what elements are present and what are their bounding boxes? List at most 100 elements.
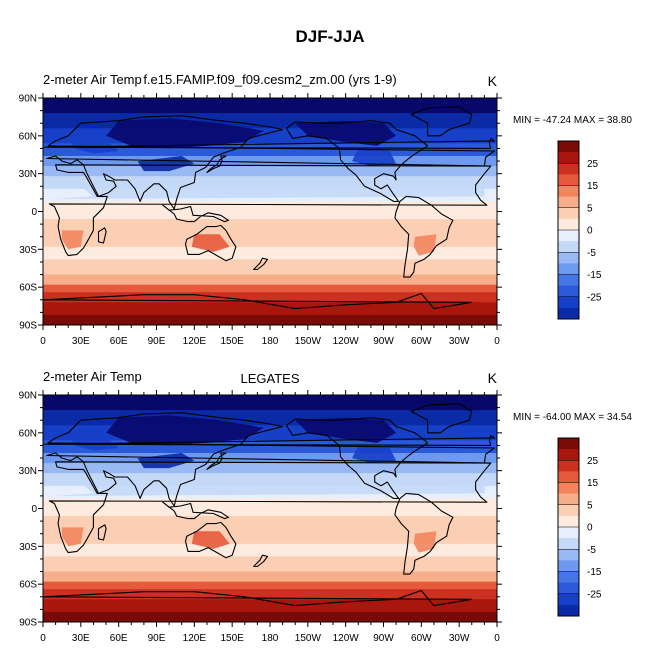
map-band-18 xyxy=(43,314,497,325)
lon-label: 90E xyxy=(148,633,166,644)
map-band-1 xyxy=(43,98,497,114)
colorbar-box-11 xyxy=(558,252,579,264)
map-band-17 xyxy=(43,599,497,613)
coastline-eurasia xyxy=(46,412,496,507)
colorbar-label: 25 xyxy=(587,456,599,467)
map-band-14 xyxy=(43,571,497,583)
colorbar-box-6 xyxy=(558,493,579,506)
map-region-africa-warm xyxy=(61,230,84,250)
map-region-sahel-pale xyxy=(55,186,485,199)
colorbar-box-5 xyxy=(558,185,579,197)
coastline-nz xyxy=(253,554,269,568)
lon-label: 90W xyxy=(373,633,394,644)
map-band-14 xyxy=(43,274,497,286)
coastline-antarctic xyxy=(43,589,473,622)
map-band-5 xyxy=(43,453,497,464)
lon-label: 180 xyxy=(262,336,279,347)
figure-title: DJF-JJA xyxy=(296,27,365,46)
coastline-antarctic xyxy=(43,292,473,325)
colorbar-panel-2: 25 15 5 0 -5 -15 -25 xyxy=(557,437,602,617)
map-band-6 xyxy=(43,166,497,177)
map-region-sahel-pale xyxy=(55,483,485,496)
lat-label: 30S xyxy=(19,542,37,553)
colorbar-label: 25 xyxy=(587,159,599,170)
lon-label: 0 xyxy=(40,633,46,644)
colorbar-box-3 xyxy=(558,163,579,175)
map-band-7 xyxy=(43,176,497,190)
colorbar-box-7 xyxy=(558,207,579,220)
colorbar-box-10 xyxy=(558,538,579,550)
coastline-nz xyxy=(253,257,269,271)
panel-2-left-title: 2-meter Air Temp xyxy=(43,369,142,384)
colorbar-box-16 xyxy=(558,307,579,320)
colorbar-label: 5 xyxy=(587,203,593,214)
colorbar-label: -25 xyxy=(587,589,602,600)
colorbar-box-15 xyxy=(558,296,579,309)
map-region-canada-cold xyxy=(295,120,397,146)
coastline-uk xyxy=(43,434,496,446)
map-region-africa-warm xyxy=(61,527,84,547)
lon-label: 120W xyxy=(333,336,360,347)
panel-1-stats: MIN = -47.24 MAX = 38.80 xyxy=(513,115,632,126)
colorbar-box-12 xyxy=(558,560,579,572)
coastline-africa xyxy=(48,164,492,257)
colorbar-box-10 xyxy=(558,241,579,253)
panel-2-stats: MIN = -64.00 MAX = 34.54 xyxy=(513,412,632,423)
colorbar-box-9 xyxy=(558,230,579,242)
colorbar-box-15 xyxy=(558,593,579,606)
colorbar-box-5 xyxy=(558,482,579,494)
colorbar-box-6 xyxy=(558,196,579,209)
colorbar-box-1 xyxy=(558,438,579,450)
lat-label: 30S xyxy=(19,245,37,256)
coastline-greenland xyxy=(410,403,473,434)
map-panel-1 xyxy=(42,97,498,326)
lat-label: 90S xyxy=(19,618,37,629)
map-band-15 xyxy=(43,581,497,590)
colorbar-box-13 xyxy=(558,274,579,286)
coastline-madagascar xyxy=(97,524,107,541)
lon-label: 90E xyxy=(148,336,166,347)
map-region-australia-warm xyxy=(191,234,230,252)
map-band-1 xyxy=(43,395,497,411)
colorbar-box-9 xyxy=(558,527,579,539)
panel-2-center-title: LEGATES xyxy=(240,371,299,386)
map-band-11 xyxy=(43,531,497,545)
map-band-5 xyxy=(43,156,497,167)
coastline-eurasia xyxy=(46,115,496,210)
coastline-namerica xyxy=(285,120,429,202)
coastline-samerica xyxy=(394,195,454,278)
lat-label: 90S xyxy=(19,321,37,332)
map-band-10 xyxy=(43,219,497,235)
lon-label: 60E xyxy=(110,633,128,644)
colorbar-label: -5 xyxy=(587,545,596,556)
colorbar-box-3 xyxy=(558,460,579,472)
map-band-12 xyxy=(43,246,497,260)
colorbar-panel-1: 25 15 5 0 -5 -15 -25 xyxy=(557,140,602,320)
lat-label: 30N xyxy=(19,169,37,180)
colorbar-box-14 xyxy=(558,285,579,298)
colorbar-label: 15 xyxy=(587,478,599,489)
colorbar-box-2 xyxy=(558,449,579,461)
map-panel-2 xyxy=(42,394,498,623)
coastline-japan xyxy=(206,452,227,470)
map-region-siberia-cold xyxy=(106,118,264,149)
colorbar-label: 5 xyxy=(587,500,593,511)
coastline-uk xyxy=(43,137,496,149)
colorbar-box-16 xyxy=(558,604,579,617)
colorbar-label: -25 xyxy=(587,292,602,303)
colorbar-box-8 xyxy=(558,218,579,231)
lon-label: 120E xyxy=(183,336,207,347)
panel-1-center-title: f.e15.FAMIP.f09_f09.cesm2_zm.00 (yrs 1-9… xyxy=(143,72,396,87)
map-region-australia-warm xyxy=(191,531,230,549)
colorbar-label: 15 xyxy=(587,181,599,192)
map-band-17 xyxy=(43,302,497,316)
lon-label: 120W xyxy=(333,633,360,644)
lat-label: 30N xyxy=(19,466,37,477)
map-region-canada-cold xyxy=(295,417,397,443)
map-band-13 xyxy=(43,556,497,573)
map-band-11 xyxy=(43,234,497,248)
lon-label: 60W xyxy=(411,336,432,347)
panel-1-units: K xyxy=(488,73,498,89)
map-region-usa-cool xyxy=(352,148,397,167)
